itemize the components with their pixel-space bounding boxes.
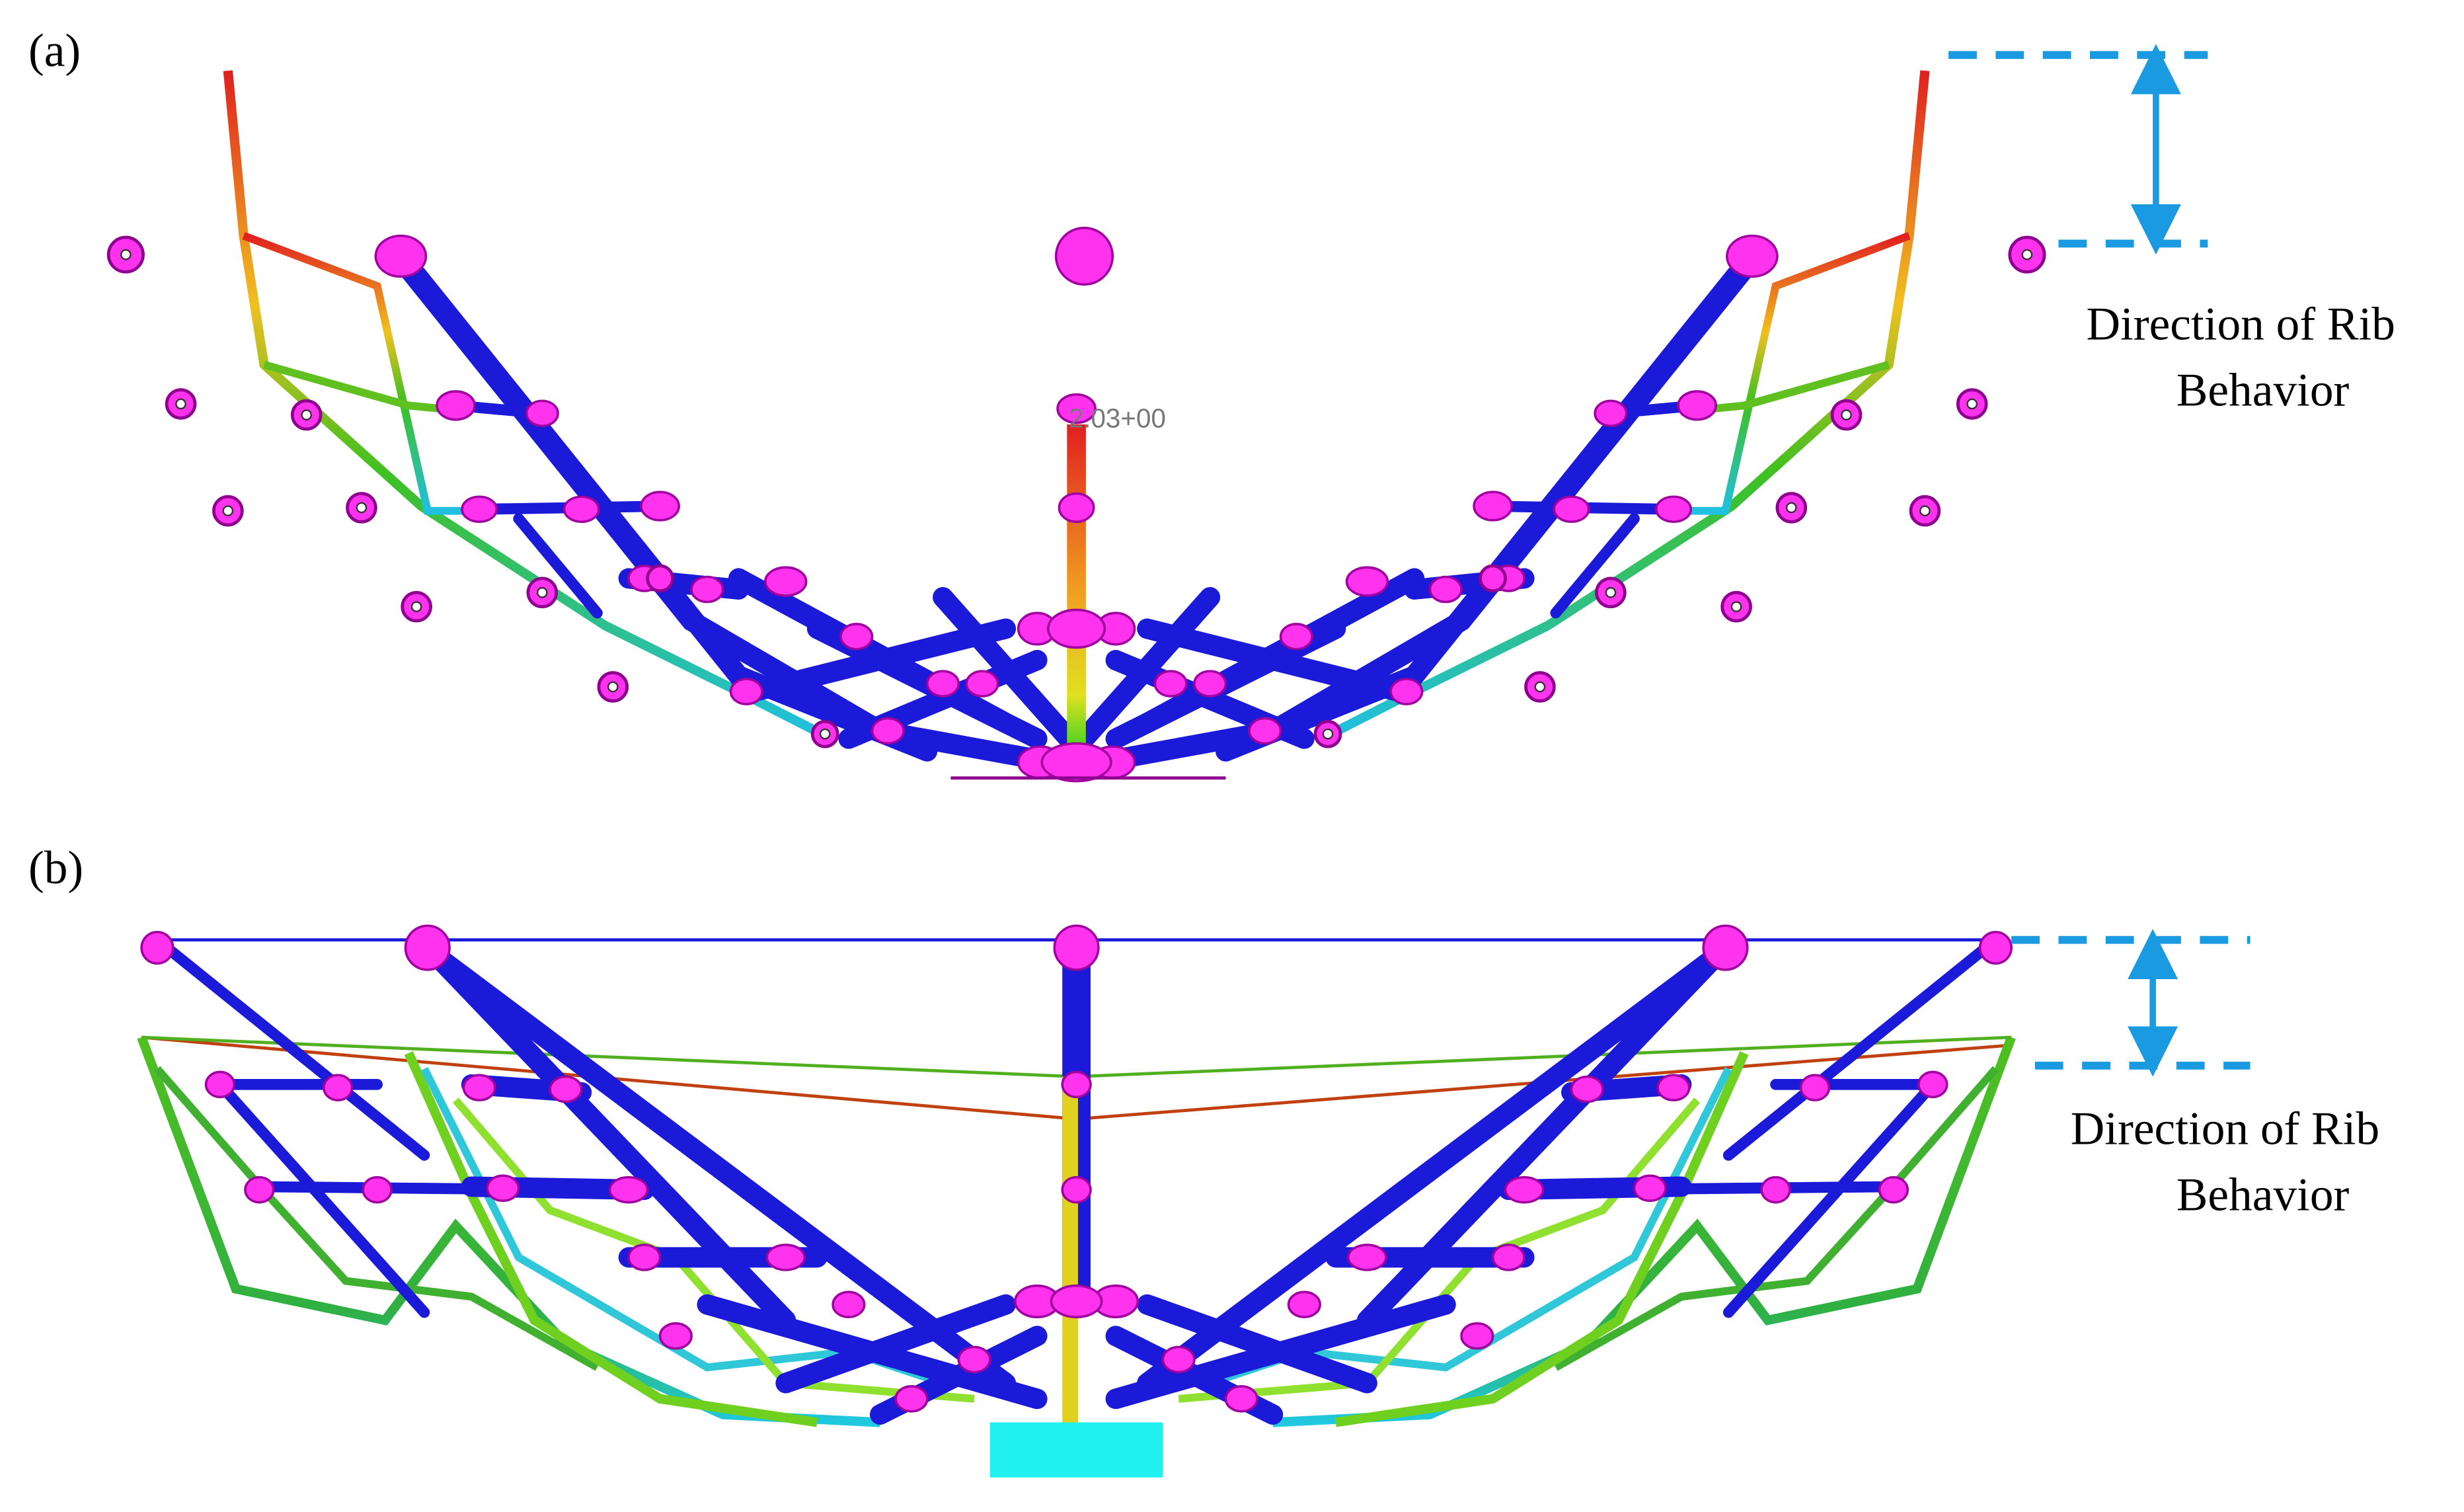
annotation: Behavior [2176,1169,2350,1221]
annotation: Direction of Rib [2087,298,2395,350]
structure-left [108,71,1069,778]
center-mast [1067,424,1086,763]
contour-label: 2.03+00 [1069,403,1166,434]
structure-right [1085,71,2045,778]
center-mast-deformed [1062,1076,1079,1439]
panel-label: (b) [28,842,83,894]
base [989,1422,1163,1478]
center-nodes [1040,226,1114,783]
annotation: Behavior [2176,364,2350,416]
center-nodes [1050,924,1103,1318]
annotation: Direction of Rib [2071,1103,2379,1155]
panel-label: (a) [28,24,81,77]
structure-left [141,926,1077,1422]
panel-b: (b) Direction of Rib Behavior [28,842,2379,1478]
structure-right [1077,926,2012,1422]
panel-a: (a) 2.03+00 Direction of Rib Behavior [28,24,2395,781]
